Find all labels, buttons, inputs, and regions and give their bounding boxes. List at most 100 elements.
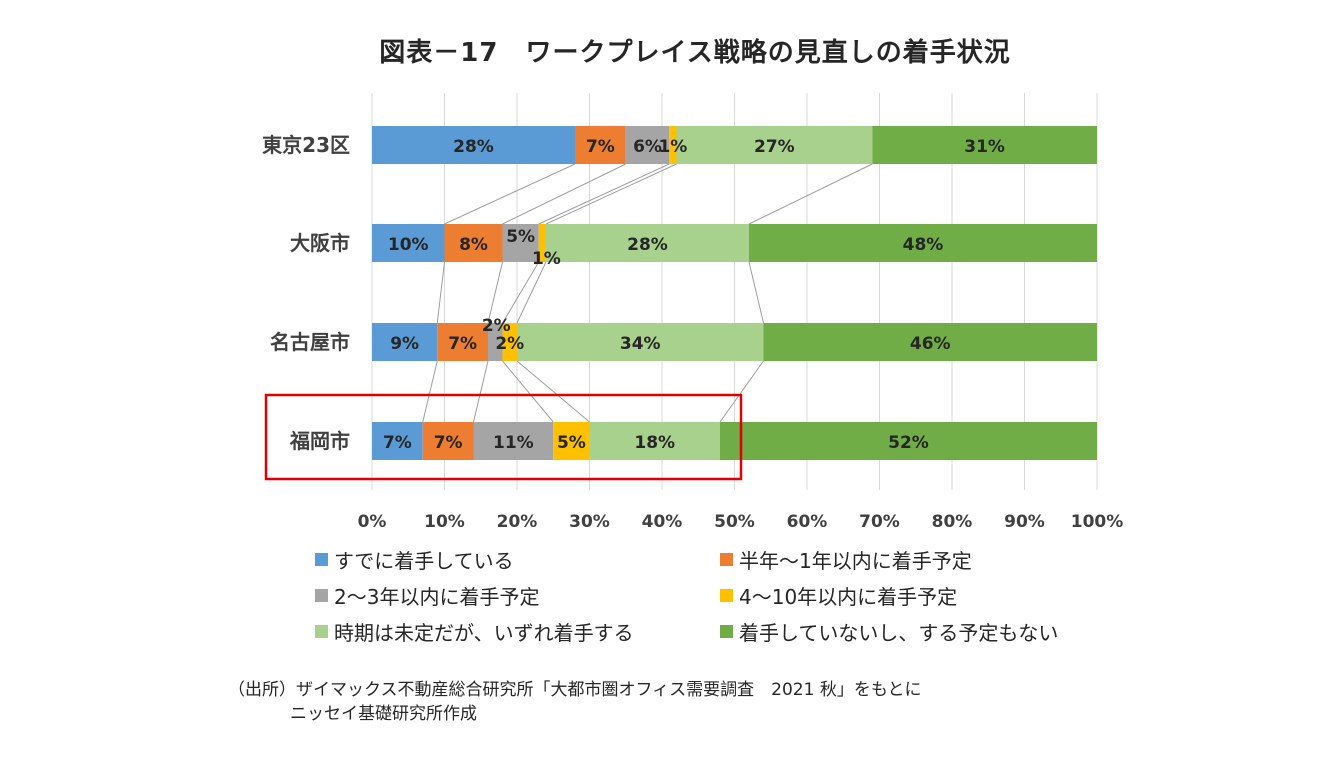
source-line-2: ニッセイ基礎研究所作成 [290,704,477,724]
data-label: 7% [586,137,615,157]
series-line [516,360,590,423]
series-line [516,261,547,324]
data-label: 28% [627,235,668,255]
data-label: 2% [482,316,511,336]
bar-segment [437,323,488,361]
data-label: 9% [390,334,419,354]
bar-segment [872,126,1097,164]
source-note: （出所）ザイマックス不動産総合研究所「大都市圏オフィス需要調査 2021 秋」を… [228,678,921,726]
bar-segment [763,323,1097,361]
data-label: 7% [448,334,477,354]
data-label: 8% [459,235,488,255]
series-line [538,163,670,225]
axis-labels: 0% 10% 20% 30% 40% 50% 60% 70% 80% 90% 100% 東京23区大阪… [262,133,1123,532]
x-tick-label: 100% [1071,512,1124,532]
series-line [473,360,489,423]
data-label: 2% [495,334,524,354]
series-line [719,360,764,423]
bar-segment [669,126,677,164]
series-line [748,163,873,225]
bar-segment [372,422,423,460]
series-line [545,163,677,225]
data-label: 46% [910,334,951,354]
bar-segment [517,323,764,361]
data-label: 1% [658,137,687,157]
bar-segment [502,323,517,361]
series-lines [422,163,873,423]
x-tick-label: 40% [642,512,683,532]
x-tick-label: 20% [497,512,538,532]
legend-swatch [720,589,733,602]
data-label: 11% [493,433,534,453]
source-line-1: （出所）ザイマックス不動産総合研究所「大都市圏オフィス需要調査 2021 秋」を… [228,680,922,700]
bar-segment [473,422,554,460]
legend-label: 時期は未定だが、いずれ着手する [334,621,634,645]
x-tick-label: 60% [787,512,828,532]
bar-segment [589,422,720,460]
bar-segment [553,422,590,460]
x-tick-label: 80% [932,512,973,532]
data-labels: 28% 7% 6%1% 27% 31%10% 8% 5%1%28% 48%9% 7%2%2% 34… [383,137,1005,453]
data-label: 1% [532,249,561,269]
bar-segment [546,224,749,262]
bar-segment [444,224,503,262]
x-tick-label: 10% [424,512,465,532]
x-tick-label: 70% [859,512,900,532]
chart-title: 図表－17 ワークプレイス戦略の見直しの着手状況 [379,38,1011,68]
highlight-box [264,393,743,481]
series-line [502,261,540,324]
series-line [436,261,445,324]
bar-segment [625,126,670,164]
legend-swatch [720,625,733,638]
series-line [422,360,438,423]
data-label: 34% [620,334,661,354]
bar-segment [502,224,539,262]
legend-label: 半年～1年以内に着手予定 [739,549,972,573]
legend-label: 4～10年以内に着手予定 [739,585,958,609]
data-label: 31% [964,137,1005,157]
series-line [502,360,554,423]
legend-label: すでに着手している [334,549,514,573]
data-label: 5% [557,433,586,453]
bars [372,126,1097,460]
legend-swatch [315,553,328,566]
legend-label: 2～3年以内に着手予定 [334,585,540,609]
series-line [487,261,503,324]
data-label: 6% [633,137,662,157]
bar-segment [676,126,873,164]
data-label: 10% [388,235,429,255]
data-label: 18% [634,433,675,453]
data-label: 27% [754,137,795,157]
series-line [502,163,626,225]
legend-item: すでに着手している [315,545,514,574]
category-label: 福岡市 [289,429,350,453]
category-label: 名古屋市 [270,330,350,354]
data-label: 7% [434,433,463,453]
bar-segment [720,422,1097,460]
bar-segment [575,126,626,164]
bar-segment [372,224,445,262]
bar-segment [372,126,575,164]
highlight-box-outline [264,393,743,481]
data-label: 52% [888,433,929,453]
x-tick-label: 90% [1004,512,1045,532]
bar-segment [749,224,1097,262]
legend-item: 2～3年以内に着手予定 [315,581,539,610]
data-label: 28% [453,137,494,157]
legend-swatch [315,625,328,638]
legend-label: 着手していないし、する予定もない [739,621,1059,645]
bar-segment [488,323,503,361]
legend-item: 時期は未定だが、いずれ着手する [315,617,634,646]
series-line [444,163,576,225]
x-tick-label: 0% [358,512,387,532]
x-tick-label: 50% [714,512,755,532]
category-label: 東京23区 [262,133,350,157]
bar-segment [538,224,546,262]
legend-item: 4～10年以内に着手予定 [720,581,957,610]
category-label: 大阪市 [290,231,350,255]
data-label: 48% [903,235,944,255]
bar-segment [422,422,474,460]
data-label: 5% [506,227,535,247]
legend-swatch [315,589,328,602]
